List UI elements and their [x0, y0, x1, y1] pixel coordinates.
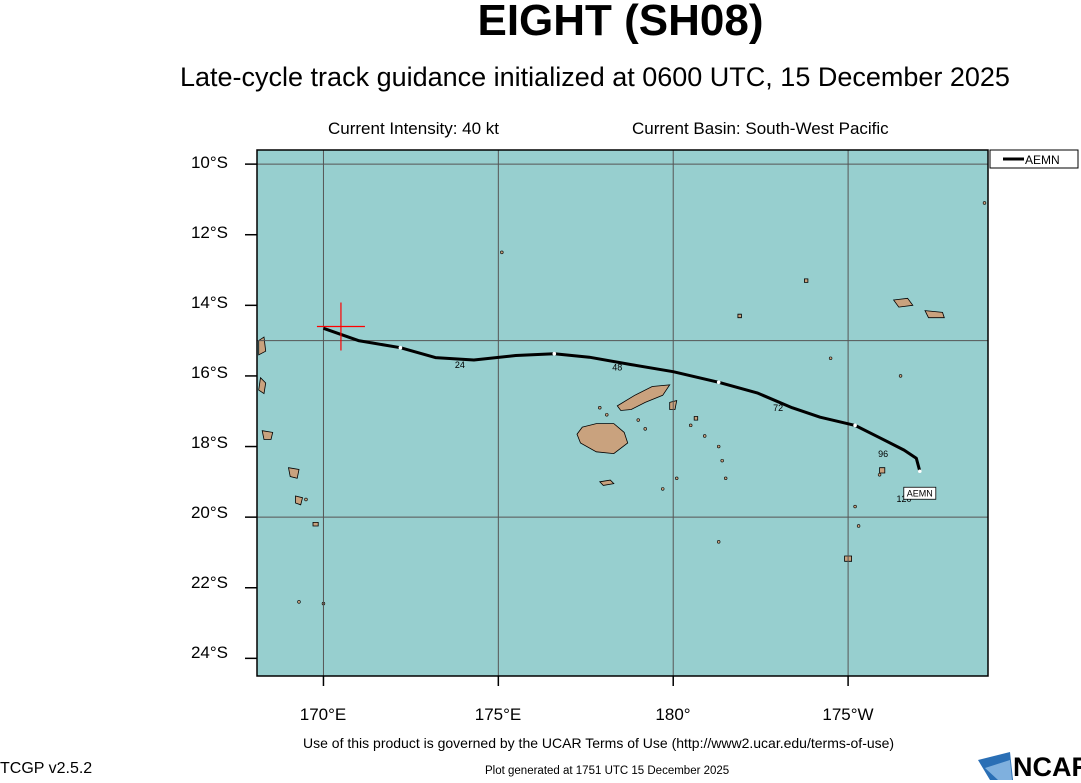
island [598, 479, 615, 486]
track-point [552, 351, 557, 356]
small-island [877, 473, 882, 477]
island [737, 313, 742, 319]
small-island [675, 476, 679, 481]
track-point [853, 423, 857, 428]
map-frame [256, 149, 989, 677]
island [258, 336, 267, 356]
track-end-label-box [903, 486, 937, 500]
island [924, 310, 945, 319]
island [892, 297, 914, 308]
island [576, 423, 629, 455]
ncar-logo [978, 752, 1013, 780]
track-layer: 24487296120AEMN [323, 326, 937, 504]
small-island [636, 418, 640, 422]
plot-subtitle: Late-cycle track guidance initialized at… [180, 62, 1010, 92]
island [879, 467, 886, 474]
forecast-hour-label: 48 [612, 363, 622, 373]
legend-label: AEMN [1025, 153, 1060, 167]
small-island [304, 497, 308, 502]
lat-tick-label: 10°S [190, 153, 228, 172]
generated-timestamp: Plot generated at 1751 UTC 15 December 2… [485, 765, 730, 777]
small-island [828, 356, 833, 360]
track-point [716, 380, 721, 385]
island [693, 416, 699, 421]
island [804, 278, 809, 283]
terms-of-use: Use of this product is governed by the U… [303, 735, 895, 751]
current-position-marker [316, 302, 365, 351]
small-island [853, 504, 857, 509]
current-intensity: Current Intensity: 40 kt [328, 119, 500, 138]
island [261, 430, 274, 440]
lon-tick-label: 175°E [474, 705, 522, 724]
island [258, 376, 267, 395]
small-island [500, 250, 504, 255]
track-end-label: AEMN [907, 489, 933, 499]
small-island [297, 600, 301, 604]
map-grid [257, 150, 988, 676]
forecast-hour-label: 96 [878, 449, 888, 459]
lat-tick-label: 16°S [190, 363, 228, 382]
lon-tick-label: 175°W [822, 705, 874, 724]
track-line [323, 326, 922, 472]
axis-ticks [245, 163, 849, 686]
lat-tick-label: 18°S [190, 433, 228, 452]
ncar-logo-text: NCAR [1013, 752, 1081, 782]
ncar-logo-mark [985, 760, 1012, 780]
island [287, 467, 300, 479]
small-island [643, 427, 647, 431]
lat-tick-label: 20°S [190, 503, 228, 522]
lat-tick-label: 24°S [190, 643, 228, 662]
legend: AEMN [989, 149, 1079, 169]
lat-tick-label: 12°S [190, 223, 228, 242]
small-island [720, 458, 724, 463]
lat-tick-label: 14°S [190, 293, 228, 312]
small-island [716, 444, 721, 449]
forecast-hour-label: 24 [455, 360, 465, 370]
island [616, 384, 671, 411]
small-island [661, 487, 665, 491]
small-island [982, 201, 987, 205]
lon-tick-label: 180° [655, 705, 691, 724]
storm-title: EIGHT (SH08) [477, 0, 764, 45]
land-masses [258, 201, 987, 606]
lat-tick-label: 22°S [190, 573, 228, 592]
small-island [605, 413, 609, 417]
track-point [398, 345, 403, 350]
small-island [702, 434, 707, 438]
map-ocean [257, 150, 988, 676]
island [295, 495, 303, 506]
track-point [917, 469, 922, 474]
small-island [689, 423, 693, 428]
forecast-hour-label: 72 [773, 403, 783, 413]
version-label: TCGP v2.5.2 [0, 760, 93, 777]
small-island [723, 476, 728, 481]
small-island [898, 374, 903, 378]
island [312, 522, 319, 527]
lon-tick-label: 170°E [299, 705, 347, 724]
legend-box [989, 149, 1079, 169]
current-basin: Current Basin: South-West Pacific [632, 119, 889, 138]
small-island [598, 406, 602, 410]
small-island [856, 524, 861, 528]
small-island [716, 540, 721, 544]
